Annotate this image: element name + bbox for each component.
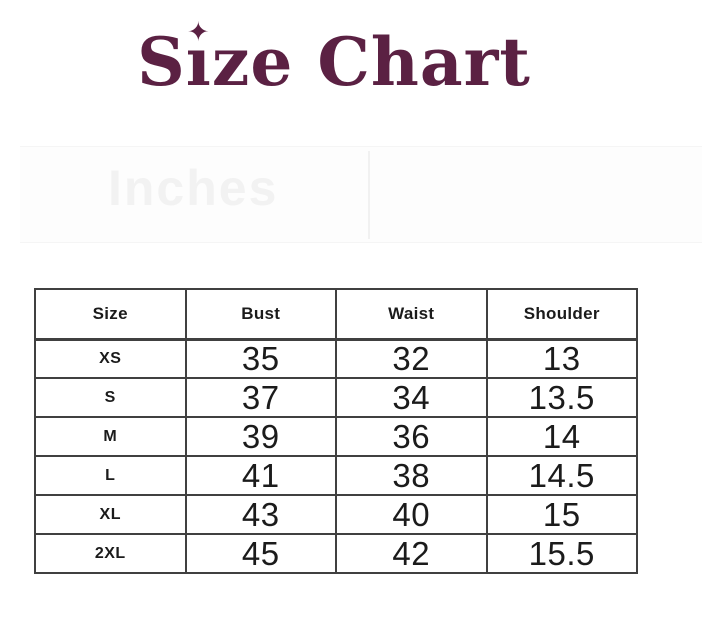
size-cell: L [34,455,187,496]
erased-watermark-band: Inches [20,146,702,243]
page-title: S ✦ ıze Chart [137,19,531,101]
shoulder-cell: 15 [485,494,638,535]
waist-cell: 32 [335,338,488,379]
inches-watermark: Inches [108,160,279,216]
shoulder-cell: 14.5 [485,455,638,496]
bust-cell: 43 [184,494,337,535]
table-row-s: S 37 34 13.5 [34,377,638,418]
title-letter-i: ✦ ı [185,19,212,101]
table-row-xl: XL 43 40 15 [34,494,638,535]
watermark-divider-line [368,151,370,239]
table-row-l: L 41 38 14.5 [34,455,638,496]
column-header-bust: Bust [184,288,337,341]
waist-cell: 34 [335,377,488,418]
table-body: XS 35 32 13 S 37 34 13.5 M 39 36 14 L 41… [34,338,638,574]
waist-cell: 40 [335,494,488,535]
sparkle-icon: ✦ [187,17,211,48]
table-row-m: M 39 36 14 [34,416,638,457]
bust-cell: 35 [184,338,337,379]
title-part-after-i: ze Chart [211,23,531,101]
waist-cell: 38 [335,455,488,496]
shoulder-cell: 15.5 [485,533,638,574]
column-header-shoulder: Shoulder [485,288,638,341]
shoulder-cell: 13.5 [485,377,638,418]
column-header-waist: Waist [335,288,488,341]
size-cell: 2XL [34,533,187,574]
bust-cell: 45 [184,533,337,574]
waist-cell: 36 [335,416,488,457]
size-cell: M [34,416,187,457]
column-header-size: Size [34,288,187,341]
size-cell: XS [34,338,187,379]
bust-cell: 41 [184,455,337,496]
waist-cell: 42 [335,533,488,574]
bust-cell: 39 [184,416,337,457]
table-row-2xl: 2XL 45 42 15.5 [34,533,638,574]
shoulder-cell: 13 [485,338,638,379]
bust-cell: 37 [184,377,337,418]
title-row: S ✦ ıze Chart [0,19,720,101]
size-cell: S [34,377,187,418]
size-chart-table: Size Bust Waist Shoulder XS 35 32 13 S 3… [34,288,638,574]
shoulder-cell: 14 [485,416,638,457]
table-header-row: Size Bust Waist Shoulder [34,288,638,341]
table-header: Size Bust Waist Shoulder [34,288,638,341]
table-row-xs: XS 35 32 13 [34,338,638,379]
size-cell: XL [34,494,187,535]
title-part-before-i: S [137,23,186,101]
title-dotless-i: ı [185,23,212,101]
